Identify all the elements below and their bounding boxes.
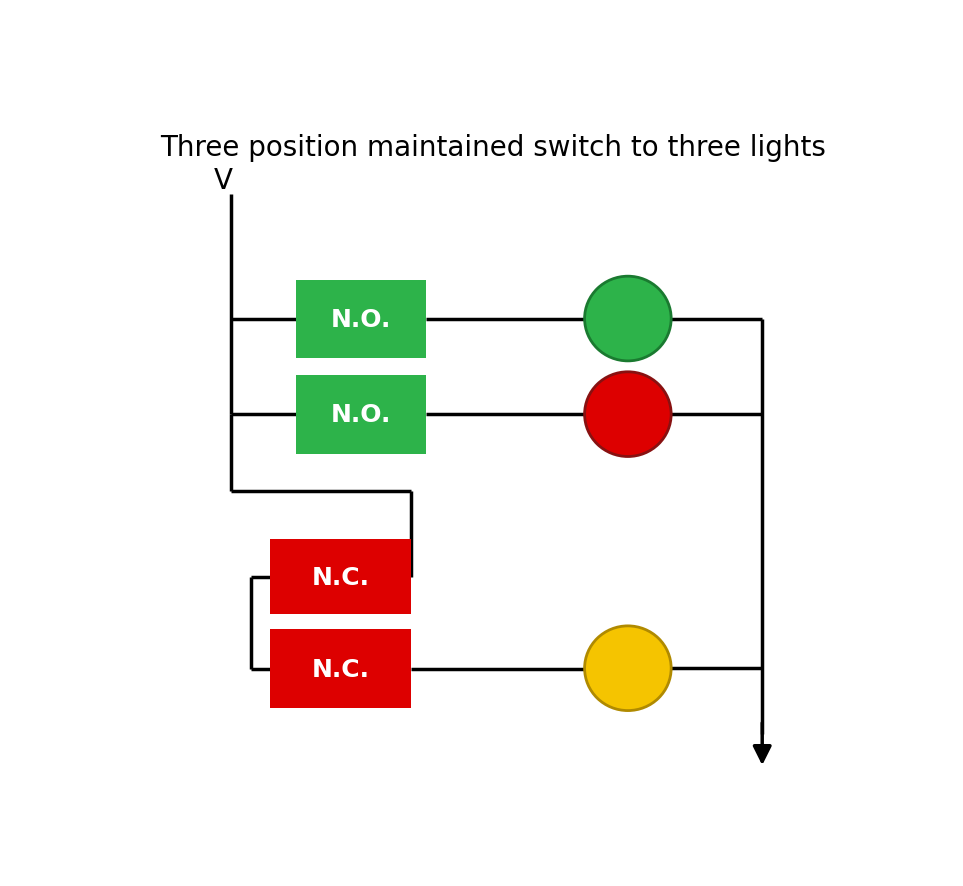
Text: N.C.: N.C. (312, 565, 370, 589)
Text: V: V (214, 167, 233, 195)
Bar (296, 376, 427, 455)
Bar (296, 280, 427, 359)
Text: N.C.: N.C. (312, 657, 370, 680)
Ellipse shape (585, 626, 671, 711)
Bar (270, 630, 411, 708)
Text: Three position maintained switch to three lights: Three position maintained switch to thre… (161, 134, 826, 161)
Text: N.O.: N.O. (331, 307, 391, 331)
Bar (270, 540, 411, 615)
Ellipse shape (585, 276, 671, 361)
Ellipse shape (585, 372, 671, 457)
Text: N.O.: N.O. (331, 403, 391, 427)
